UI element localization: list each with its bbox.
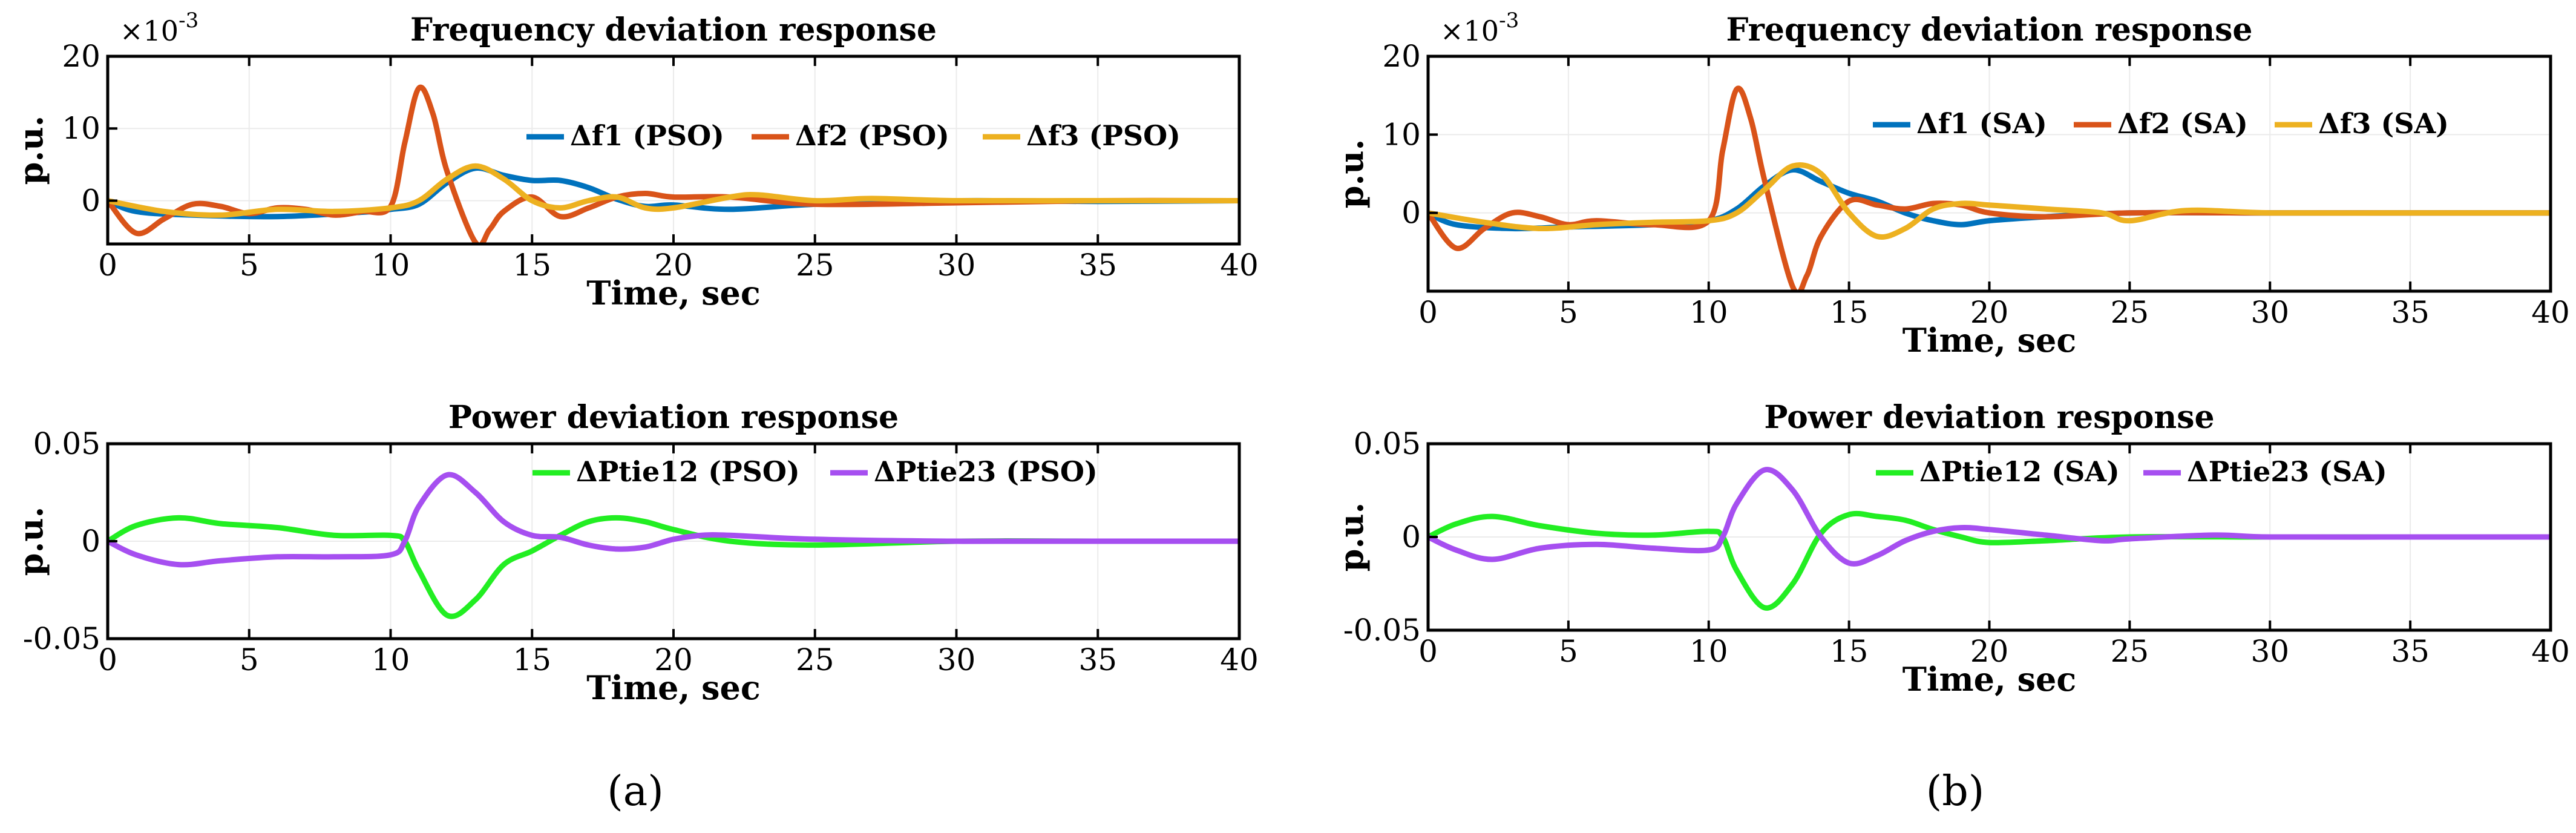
x-axis-label: Time, sec [586,668,760,707]
x-axis-label: Time, sec [586,274,760,312]
x-tick-label: 5 [240,248,259,283]
legend-entry-1: Δf1 (SA) [1916,107,2047,140]
x-tick-label: 35 [1078,248,1117,283]
y-tick-label: -0.05 [1343,613,1421,648]
y-tick-label: 20 [62,39,100,74]
panel-paren-open-b: ( [1926,768,1942,815]
x-tick-label: 30 [937,642,976,677]
y-tick-label: 0 [1401,196,1421,231]
panel-letter-b: b [1942,768,1968,815]
x-tick-label: 0 [98,642,117,677]
x-tick-label: 35 [1078,642,1117,677]
y-tick-label: 0 [1401,519,1421,555]
x-tick-label: 15 [513,642,551,677]
series-line-2 [1428,467,2551,567]
series-line-3 [1428,162,2551,240]
x-tick-label: 20 [654,248,693,283]
x-tick-label: 30 [2250,634,2289,669]
legend-entry-3: Δf3 (SA) [2318,107,2449,140]
chart-title: Power deviation response [1764,399,2214,436]
x-tick-label: 10 [1689,634,1728,669]
x-tick-label: 35 [2391,634,2430,669]
x-tick-label: 15 [1830,295,1869,330]
y-tick-label: 0 [81,183,100,218]
x-tick-label: 25 [796,642,834,677]
legend-entry-2: Δf2 (SA) [2117,107,2248,140]
x-tick-label: 10 [1689,295,1728,330]
chart-a-frequency: 0 5 10 15 20 25 30 35 40 0 10 20 ×10-3 Frequency devi… [11,8,1259,312]
y-axis-label: p.u. [11,116,50,185]
x-tick-label: 5 [1559,634,1578,669]
chart-title: Frequency deviation response [410,12,937,48]
legend-entry-2: ΔPtie23 (PSO) [874,455,1098,488]
legend-entry-2: Δf2 (PSO) [795,119,949,152]
x-tick-label: 5 [1559,295,1578,330]
x-tick-label: 25 [2111,295,2149,330]
x-tick-label: 0 [1418,634,1438,669]
x-tick-label: 0 [98,248,117,283]
x-tick-label: 10 [372,642,410,677]
series-line-2 [108,472,1239,568]
x-tick-label: 25 [2111,634,2149,669]
x-tick-label: 30 [2250,295,2289,330]
y-exponent-power: -3 [179,8,198,33]
legend-entry-3: Δf3 (PSO) [1026,119,1181,152]
y-tick-label: 10 [62,111,100,146]
y-axis-label: p.u. [1332,139,1371,209]
y-exponent-power: -3 [1499,8,1519,33]
chart-title: Power deviation response [448,399,899,436]
x-tick-label: 20 [1970,295,2009,330]
y-tick-label: -0.05 [23,621,100,656]
x-tick-label: 15 [1830,634,1869,669]
y-tick-label: 0 [81,524,100,559]
legend-entry-1: ΔPtie12 (PSO) [576,455,800,488]
x-tick-label: 30 [937,248,976,283]
x-tick-label: 5 [240,642,259,677]
x-axis-label: Time, sec [1903,660,2076,699]
panel-paren-open-a: ( [607,768,623,815]
y-tick-label: 0.05 [33,426,100,461]
chart-b-frequency: 0 5 10 15 20 25 30 35 40 0 10 20 ×10-3 Frequency devi… [1332,8,2570,360]
x-tick-label: 40 [2531,634,2570,669]
x-tick-label: 40 [2531,295,2570,330]
chart-title: Frequency deviation response [1726,12,2253,48]
panel-paren-close-b: ) [1968,768,1985,815]
legend-entry-1: ΔPtie12 (SA) [1919,455,2120,488]
x-axis-label: Time, sec [1903,321,2076,360]
panel-letter-a: a [623,768,648,815]
panel-label-a: (a) [607,768,664,815]
x-tick-label: 40 [1220,642,1259,677]
legend-entry-1: Δf1 (PSO) [570,119,724,152]
y-axis-label: p.u. [11,507,50,576]
panel-label-b: (b) [1926,768,1985,815]
x-tick-label: 20 [654,642,693,677]
y-tick-label: 20 [1382,39,1421,74]
y-exponent-label: ×10-3 [120,8,198,47]
y-tick-label: 0.05 [1354,426,1421,461]
y-axis-label: p.u. [1332,502,1371,572]
y-exponent-label: ×10-3 [1440,8,1519,47]
series-line-3 [108,163,1239,218]
x-tick-label: 40 [1220,248,1259,283]
legend-entry-2: ΔPtie23 (SA) [2187,455,2387,488]
y-tick-label: 10 [1382,117,1421,152]
x-tick-label: 10 [372,248,410,283]
x-tick-label: 20 [1970,634,2009,669]
x-tick-label: 35 [2391,295,2430,330]
x-tick-label: 15 [513,248,551,283]
x-tick-label: 0 [1418,295,1438,330]
x-tick-label: 25 [796,248,834,283]
panel-paren-close-a: ) [647,768,664,815]
